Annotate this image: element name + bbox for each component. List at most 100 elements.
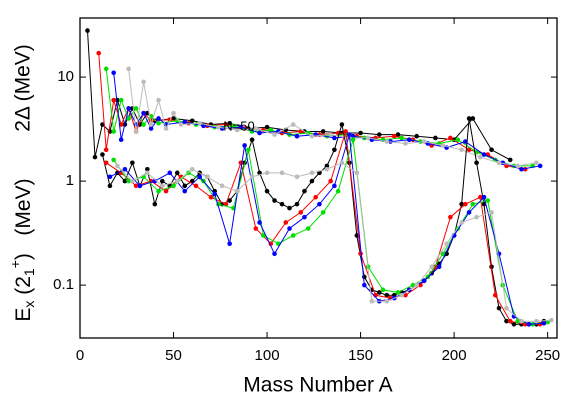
data-point	[96, 50, 102, 56]
data-point	[145, 166, 150, 172]
data-point	[470, 201, 476, 207]
data-point	[85, 28, 90, 33]
data-point	[290, 233, 296, 238]
data-point	[182, 188, 188, 194]
data-point	[332, 183, 337, 189]
data-point	[204, 174, 210, 180]
data-point	[414, 282, 420, 288]
data-point	[466, 116, 472, 121]
data-point	[421, 139, 427, 144]
data-point	[448, 214, 453, 220]
data-point	[324, 163, 330, 169]
data-point	[257, 220, 262, 225]
data-point	[126, 116, 131, 121]
data-point	[133, 106, 139, 111]
data-point	[145, 170, 150, 176]
series-line	[109, 134, 544, 325]
data-point	[507, 157, 513, 163]
data-point	[384, 298, 390, 304]
y-axis-label-lower: Ex (21+) (MeV)	[7, 178, 37, 321]
data-point	[182, 119, 188, 125]
data-point	[496, 305, 502, 311]
data-point	[227, 241, 232, 247]
data-point	[421, 278, 427, 284]
data-point	[141, 122, 146, 127]
data-point	[395, 132, 401, 137]
y-tick-label: 10	[57, 68, 74, 85]
data-point	[118, 97, 124, 103]
data-point	[463, 201, 468, 207]
data-point	[317, 201, 322, 207]
data-point	[362, 282, 367, 288]
data-point	[339, 160, 345, 166]
data-point	[287, 226, 292, 231]
data-point	[294, 201, 300, 207]
data-point	[332, 147, 337, 153]
data-point	[133, 183, 139, 189]
data-point	[489, 147, 494, 153]
annotation: N=50	[223, 119, 254, 134]
data-point	[279, 170, 285, 176]
data-point	[219, 183, 225, 189]
data-point	[126, 106, 131, 111]
x-tick-label: 0	[76, 347, 84, 364]
data-point	[163, 126, 169, 131]
data-point	[216, 124, 221, 130]
data-point	[347, 132, 352, 137]
data-point	[208, 194, 214, 200]
data-point	[130, 178, 135, 184]
data-point	[178, 122, 184, 127]
data-point	[107, 174, 113, 180]
series-line	[105, 131, 541, 325]
data-point	[496, 160, 502, 166]
data-point	[504, 318, 509, 324]
data-point	[376, 132, 382, 137]
data-point	[440, 143, 446, 148]
data-point	[253, 126, 259, 131]
data-point	[358, 130, 363, 136]
data-point	[455, 137, 461, 143]
data-point	[403, 141, 408, 146]
data-point	[328, 178, 333, 184]
data-point	[485, 198, 491, 203]
data-point	[362, 274, 367, 280]
data-point	[223, 122, 229, 127]
data-point	[320, 129, 326, 134]
data-point	[459, 147, 464, 153]
data-point	[399, 292, 405, 298]
data-point	[429, 264, 434, 270]
data-point	[167, 170, 173, 176]
data-point	[227, 120, 232, 126]
data-point	[515, 318, 521, 324]
data-point	[339, 122, 345, 127]
data-point	[156, 116, 161, 121]
series-line	[101, 118, 545, 325]
data-point	[350, 133, 356, 139]
data-point	[171, 110, 176, 116]
data-point	[302, 214, 307, 220]
data-point	[122, 166, 128, 172]
data-point	[365, 135, 371, 141]
data-point	[249, 137, 255, 143]
data-point	[448, 135, 453, 141]
data-point	[309, 133, 315, 139]
data-point	[290, 122, 296, 127]
data-point	[249, 174, 255, 180]
data-point	[519, 166, 524, 172]
data-point	[264, 170, 270, 176]
data-point	[545, 319, 550, 325]
data-point	[103, 147, 109, 153]
x-tick-label: 100	[255, 347, 280, 364]
data-point	[294, 133, 300, 139]
data-point	[231, 123, 236, 129]
data-point	[115, 163, 120, 169]
x-tick-label: 50	[165, 347, 182, 364]
data-point	[541, 320, 547, 326]
data-point	[148, 122, 154, 127]
data-point	[163, 188, 169, 194]
data-point	[261, 233, 266, 238]
data-point	[466, 210, 472, 215]
x-tick-label: 250	[535, 347, 560, 364]
data-point	[189, 118, 195, 124]
data-point	[234, 127, 240, 133]
